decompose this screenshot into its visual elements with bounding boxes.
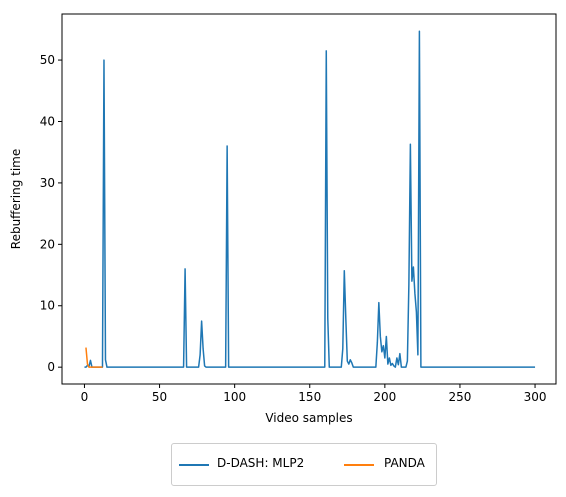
plot-frame [61,13,557,385]
y-tick-label: 30 [40,176,55,190]
y-axis: 0 10 20 30 40 50 [40,53,62,374]
legend: D-DASH: MLP2 PANDA [171,443,437,486]
x-tick-label: 0 [81,390,89,404]
series-line-panda [85,347,103,368]
x-axis: 0 50 100 150 200 250 300 [81,384,547,404]
y-tick-label: 10 [40,299,55,313]
y-tick-label: 0 [47,360,55,374]
legend-label-ddash: D-DASH: MLP2 [217,456,305,470]
x-tick-label: 150 [298,390,321,404]
plot-lines [84,30,536,368]
y-tick-label: 40 [40,114,55,128]
y-axis-label: Rebuffering time [9,149,23,249]
legend-swatch-ddash [179,464,209,466]
series-line-ddash-mlp2 [84,30,536,368]
x-tick-label: 200 [373,390,396,404]
y-tick-label: 20 [40,237,55,251]
x-axis-label: Video samples [265,411,352,425]
y-tick-label: 50 [40,53,55,67]
x-tick-label: 300 [524,390,547,404]
legend-label-panda: PANDA [384,456,425,470]
x-tick-label: 50 [152,390,167,404]
x-tick-label: 100 [223,390,246,404]
x-tick-label: 250 [448,390,471,404]
legend-swatch-panda [344,464,374,466]
